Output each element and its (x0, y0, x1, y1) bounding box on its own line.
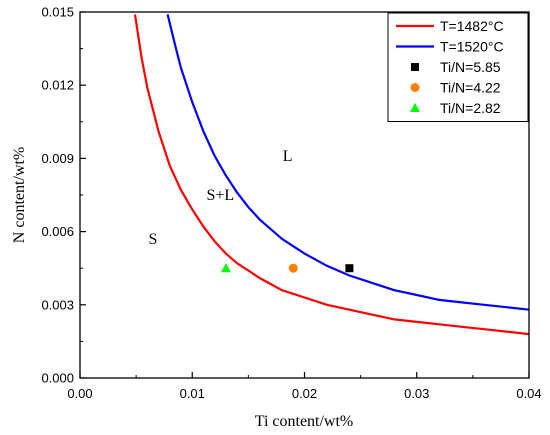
y-tick-label: 0.015 (41, 5, 74, 20)
point-ti-n-4-22 (288, 263, 298, 273)
annotations-layer: S S+L L (149, 148, 293, 248)
x-axis-title: Ti content/wt% (255, 413, 354, 430)
x-tick-label: 0.02 (292, 386, 317, 401)
point-ti-n-5-85 (345, 264, 354, 273)
curve-t-1520-c (166, 14, 530, 311)
x-tick-label: 0.00 (67, 386, 92, 401)
legend-label-ti-n-4-22: Ti/N=4.22 (440, 80, 501, 96)
legend: T=1482°C T=1520°C Ti/N=5.85 Ti/N=4.22 Ti/N=2… (387, 12, 529, 122)
legend-label-ti-n-5-85: Ti/N=5.85 (440, 59, 501, 75)
y-tick-label: 0.012 (41, 78, 74, 93)
x-tick-label: 0.01 (180, 386, 205, 401)
y-tick-label: 0.000 (41, 371, 74, 386)
x-axis-ticks: 0.00 0.01 0.02 0.03 0.04 (67, 372, 542, 401)
legend-label-ti-n-2-82: Ti/N=2.82 (440, 100, 501, 116)
legend-swatch-ti-n-5-85 (411, 63, 419, 71)
curves-layer (133, 14, 530, 336)
region-label-s-plus-l: S+L (206, 187, 234, 204)
region-label-l: L (283, 148, 293, 165)
legend-label-t-1520-c: T=1520°C (440, 39, 504, 55)
x-tick-label: 0.03 (404, 386, 429, 401)
y-axis-ticks: 0.000 0.003 0.006 0.009 0.012 0.015 (41, 5, 86, 386)
legend-swatch-ti-n-4-22 (410, 83, 420, 92)
x-tick-label: 0.04 (516, 386, 541, 401)
points-layer (220, 263, 354, 273)
y-tick-label: 0.003 (41, 297, 74, 312)
legend-label-t-1482-c: T=1482°C (440, 18, 504, 34)
point-ti-n-2-82 (220, 263, 231, 273)
curve-t-1482-c (133, 14, 530, 336)
legend-swatch-ti-n-2-82 (410, 103, 420, 112)
region-label-s: S (149, 231, 158, 248)
y-tick-label: 0.006 (41, 224, 74, 239)
y-tick-label: 0.009 (41, 151, 74, 166)
y-axis-title: N content/wt% (11, 147, 28, 243)
